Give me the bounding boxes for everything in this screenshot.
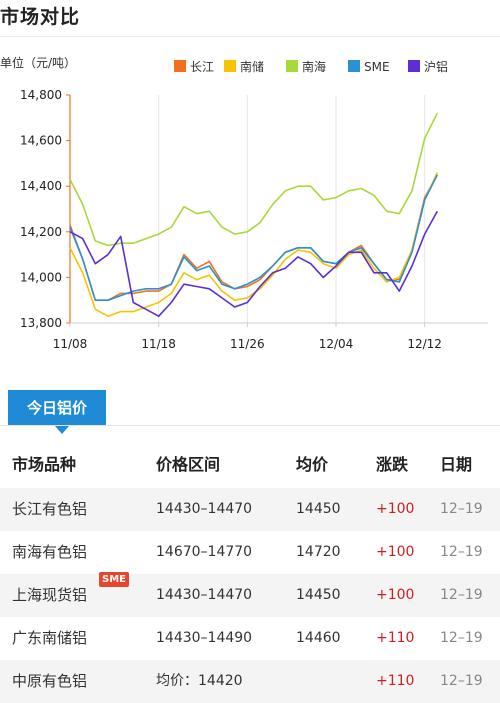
price-range: 14430–14490 (156, 630, 253, 646)
price-table: 市场品种 价格区间 均价 涨跌 日期 长江有色铝 14430–14470 144… (0, 442, 500, 703)
header-market: 市场品种 (12, 455, 77, 474)
x-tick-label: 11/18 (141, 337, 176, 351)
y-tick-label: 14,200 (20, 225, 62, 239)
y-tick-label: 14,000 (20, 270, 62, 284)
table-row[interactable]: 中原有色铝 均价：14420 +110 12–19 (0, 660, 500, 703)
avg-price: 14450 (296, 587, 341, 603)
price-date: 12–19 (440, 501, 483, 517)
market-name[interactable]: 上海现货铝 (12, 586, 88, 604)
table-row[interactable]: 南海有色铝 14670–14770 14720 +100 12–19 (0, 531, 500, 574)
series-line (69, 112, 439, 247)
price-change: +100 (376, 587, 415, 603)
avg-price: 14450 (296, 501, 341, 517)
price-change: +100 (376, 544, 415, 560)
price-range: 14430–14470 (156, 501, 253, 517)
avg-price: 14720 (296, 544, 341, 560)
series-line (69, 210, 439, 318)
market-name[interactable]: 广东南储铝 (12, 629, 88, 647)
header-avg: 均价 (296, 455, 329, 474)
page-header: 市场对比 (0, 0, 500, 37)
x-tick-label: 11/26 (230, 337, 265, 351)
legend-swatch (408, 60, 420, 72)
price-date: 12–19 (440, 544, 483, 560)
y-tick-label: 14,800 (20, 88, 62, 102)
price-date: 12–19 (440, 630, 483, 646)
price-change: +110 (376, 673, 415, 689)
legend-swatch (174, 60, 186, 72)
y-tick-label: 13,800 (20, 316, 62, 330)
legend-label: SME (364, 60, 390, 74)
price-range: 14670–14770 (156, 544, 253, 560)
avg-price: 14460 (296, 630, 341, 646)
price-change: +100 (376, 501, 415, 517)
series-line (69, 174, 439, 302)
line-chart-svg: 单位（元/吨） 长江 南储 南海 SME 沪铝 13,800 14,000 14,200 14,4… (0, 55, 488, 351)
price-range: 14430–14470 (156, 587, 253, 603)
y-tick-label: 14,600 (20, 134, 62, 148)
legend-label: 长江 (190, 60, 214, 74)
price-comparison-chart: 单位（元/吨） 长江 南储 南海 SME 沪铝 13,800 14,000 14,200 14,4… (0, 40, 500, 360)
legend-swatch (224, 60, 236, 72)
table-row[interactable]: 长江有色铝 14430–14470 14450 +100 12–19 (0, 488, 500, 531)
section-divider (0, 425, 500, 426)
header-change: 涨跌 (376, 455, 409, 474)
market-name[interactable]: 中原有色铝 (12, 672, 88, 690)
market-name[interactable]: 长江有色铝 (12, 500, 88, 518)
legend-label: 沪铝 (424, 59, 448, 74)
legend-label: 南储 (240, 59, 264, 74)
price-range: 均价：14420 (156, 673, 243, 689)
price-date: 12–19 (440, 673, 483, 689)
sme-badge: SME (99, 572, 129, 587)
legend-swatch (286, 60, 298, 72)
x-tick-label: 11/08 (53, 337, 88, 351)
y-tick-label: 14,400 (20, 179, 62, 193)
price-date: 12–19 (440, 587, 483, 603)
market-name[interactable]: 南海有色铝 (12, 543, 88, 561)
legend-swatch (348, 60, 360, 72)
y-axis-unit-label: 单位（元/吨） (0, 55, 76, 70)
header-date: 日期 (440, 455, 473, 474)
page-title: 市场对比 (0, 6, 81, 28)
table-row[interactable]: 上海现货铝 SME 14430–14470 14450 +100 12–19 (0, 572, 500, 617)
tab-today-aluminum-price[interactable]: 今日铝价 (8, 390, 106, 434)
x-tick-label: 12/04 (319, 337, 354, 351)
price-change: +110 (376, 630, 415, 646)
table-row[interactable]: 广东南储铝 14430–14490 14460 +110 12–19 (0, 617, 500, 660)
x-tick-label: 12/12 (407, 337, 442, 351)
table-header-row: 市场品种 价格区间 均价 涨跌 日期 (0, 442, 500, 488)
header-range: 价格区间 (156, 455, 221, 474)
legend-label: 南海 (302, 59, 326, 74)
